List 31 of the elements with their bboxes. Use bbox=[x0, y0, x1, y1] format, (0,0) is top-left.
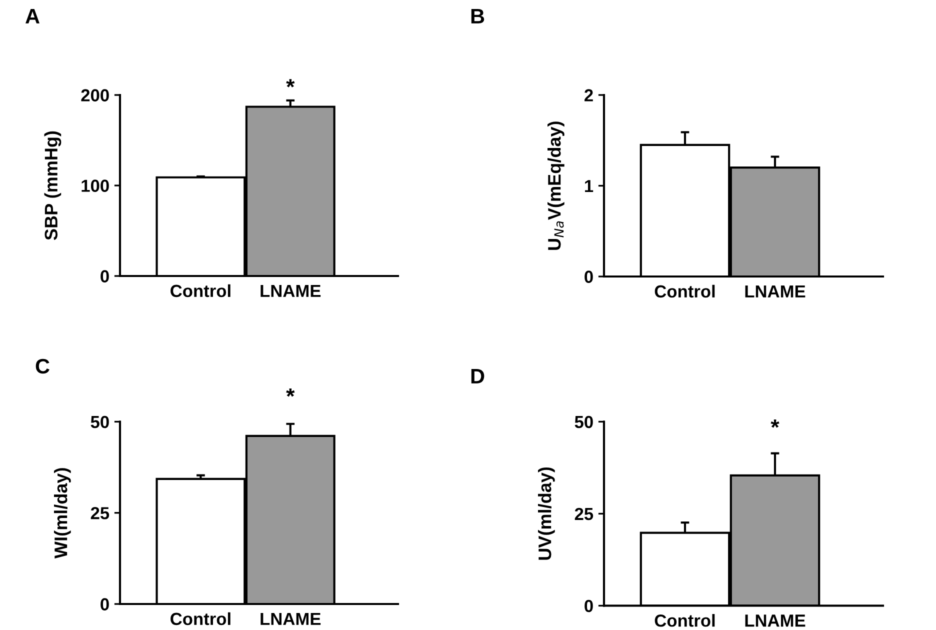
y-tick-label: 50 bbox=[574, 416, 593, 428]
y-tick-label: 200 bbox=[81, 89, 109, 102]
chart-title: B bbox=[471, 9, 484, 24]
x-tick-label: LNAME bbox=[260, 284, 321, 297]
chart-title: D bbox=[471, 369, 484, 384]
annotation: * bbox=[770, 420, 780, 428]
y-axis-title: WI(ml/day) bbox=[54, 468, 71, 558]
y-tick-label: 0 bbox=[584, 270, 593, 283]
x-tick-label: Control bbox=[654, 614, 715, 627]
y-axis-title: SBP (mmHg) bbox=[44, 131, 62, 240]
y-axis-title: UV(ml/day) bbox=[538, 467, 555, 560]
y-tick-label: 25 bbox=[574, 508, 594, 520]
y-tick-label: 0 bbox=[584, 600, 593, 612]
y-tick-label: 2 bbox=[584, 89, 593, 102]
x-tick-label: Control bbox=[170, 284, 230, 298]
chart-title: C bbox=[36, 358, 50, 374]
y-axis-title: U$_{Na}$V(mEq/day) bbox=[548, 122, 564, 250]
y-tick-label: 100 bbox=[82, 180, 109, 192]
y-tick-label: 0 bbox=[100, 598, 109, 610]
x-tick-label: LNAME bbox=[745, 285, 806, 298]
text: * bbox=[286, 388, 295, 397]
chart-title: A bbox=[26, 9, 40, 24]
y-tick-label: 0 bbox=[100, 270, 109, 282]
y-tick-label: 1 bbox=[585, 180, 594, 192]
text: * bbox=[286, 79, 295, 88]
x-tick-label: Control bbox=[170, 612, 230, 626]
y-tick-label: 50 bbox=[90, 416, 109, 428]
y-tick-label: 25 bbox=[90, 507, 110, 520]
x-tick-label: LNAME bbox=[260, 612, 321, 625]
x-tick-label: LNAME bbox=[745, 614, 806, 627]
x-tick-label: Control bbox=[654, 284, 715, 298]
